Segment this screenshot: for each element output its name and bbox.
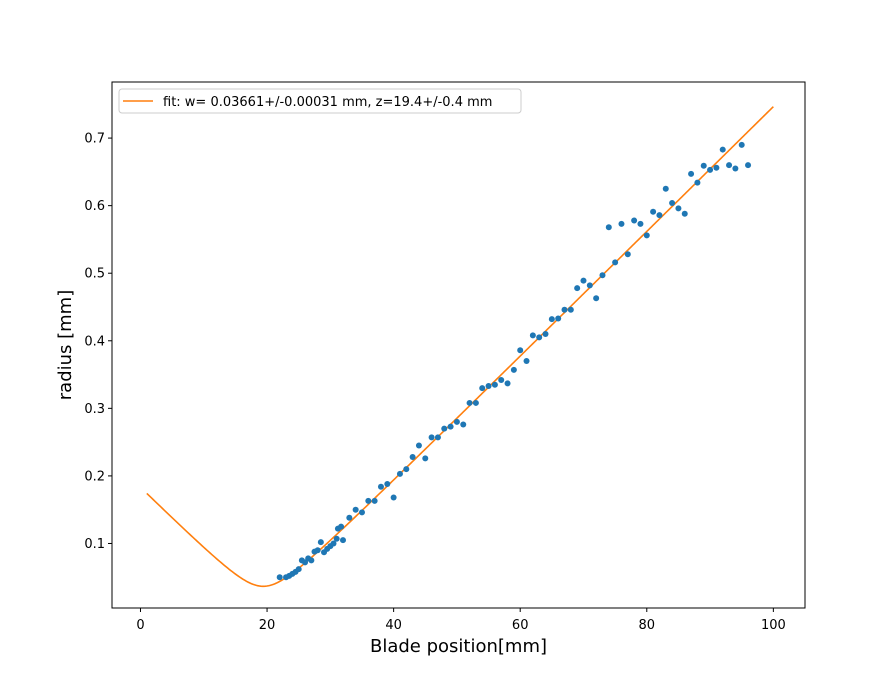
y-axis-ticks: 0.1 0.2 0.3 0.4 0.5 0.6 0.7 [84,132,112,552]
data-point [688,170,695,177]
data-point [599,272,606,279]
data-point [580,277,587,284]
data-point [675,205,682,212]
data-point [624,251,631,258]
data-point [586,282,593,289]
data-point [517,347,524,354]
data-point [523,358,530,365]
data-point [738,141,745,148]
data-point [561,306,568,313]
data-point [330,540,337,547]
data-point [479,385,486,392]
data-point [504,380,511,387]
data-point [352,506,359,513]
data-point [358,509,365,516]
data-point [338,523,345,530]
data-point [713,164,720,171]
data-point [732,165,739,172]
data-point [390,494,397,501]
legend-box [118,88,522,114]
data-point [302,559,309,566]
x-tick-label: 80 [639,618,656,633]
data-point [428,434,435,441]
data-point [276,574,283,581]
x-axis-label: Blade position[mm] [370,636,547,657]
data-point [681,210,688,217]
data-point [605,224,612,231]
data-point [333,535,340,542]
data-point [377,483,384,490]
data-point [340,537,346,544]
y-tick-label: 0.7 [84,132,105,147]
legend: fit: w= 0.03661+/-0.00031 mm, z=19.4+/-0… [118,88,522,114]
data-point [662,185,669,192]
y-tick-label: 0.3 [84,402,105,417]
data-point [593,295,600,302]
data-point [536,334,543,341]
data-point [453,418,460,425]
y-axis-label: radius [mm] [55,290,76,400]
data-point [612,259,619,266]
plot-frame [111,81,806,609]
data-point [719,146,726,153]
data-point [371,497,378,504]
data-point [510,366,517,373]
data-point [314,547,321,554]
data-point [295,566,302,573]
data-point [422,455,429,462]
data-point [669,199,676,206]
y-tick-label: 0.5 [84,267,105,282]
data-point [403,466,410,473]
data-point [498,376,505,383]
plot-area [112,82,805,608]
data-point [447,423,454,430]
data-point [542,331,549,338]
data-point [409,453,416,460]
x-tick-label: 100 [761,618,786,633]
data-point [317,539,324,546]
x-tick-label: 40 [385,618,402,633]
data-point [694,179,701,186]
data-point [396,470,403,477]
fit-curve [146,106,774,588]
x-axis-ticks: 0 20 40 60 80 100 [136,608,786,633]
data-point [555,315,562,322]
data-point [346,514,353,521]
y-tick-label: 0.4 [84,334,105,349]
data-point [567,306,574,313]
data-point [637,220,644,227]
data-point [745,162,752,169]
data-point [656,212,663,219]
data-point [485,383,492,390]
data-point [631,217,638,224]
data-point [308,557,315,564]
data-point [415,442,422,449]
data-point [466,399,473,406]
data-point [643,232,650,239]
data-point [441,425,448,432]
data-point [650,208,657,215]
data-point [434,434,441,441]
data-point [472,399,479,406]
y-tick-label: 0.1 [84,537,105,552]
x-tick-label: 60 [512,618,529,633]
x-tick-label: 20 [259,618,276,633]
data-point [574,285,581,292]
data-point [460,421,467,428]
data-point [365,497,372,504]
data-point [618,220,625,227]
data-layer [146,106,774,588]
data-point [491,381,498,388]
x-tick-label: 0 [136,618,144,633]
y-tick-label: 0.2 [84,469,105,484]
data-point [548,316,555,323]
y-tick-label: 0.6 [84,199,105,214]
data-point [707,166,714,173]
data-point [529,332,536,339]
data-point [700,162,707,169]
data-point [726,162,733,169]
legend-fit-label: fit: w= 0.03661+/-0.00031 mm, z=19.4+/-0… [163,95,492,110]
data-point [384,481,391,488]
